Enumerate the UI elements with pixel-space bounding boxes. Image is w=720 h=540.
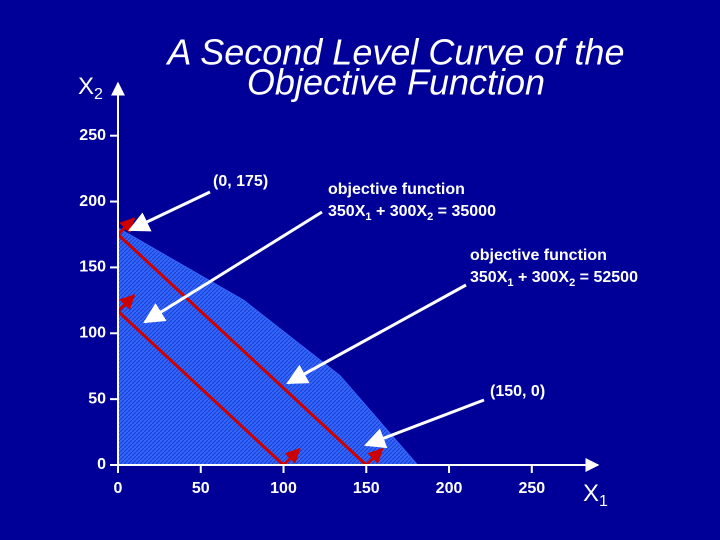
annotation-arrow bbox=[143, 210, 323, 324]
title-line: Objective Function bbox=[247, 62, 545, 103]
annotation: (0, 175) bbox=[213, 173, 268, 190]
y-tick-label: 100 bbox=[79, 324, 106, 341]
axis-label-main: X bbox=[583, 480, 599, 507]
annotation: objective function bbox=[470, 247, 607, 264]
annotation-arrow bbox=[364, 398, 485, 449]
annotation-text: objective function bbox=[328, 181, 465, 198]
axis-label: X2 bbox=[78, 73, 103, 103]
annotation: (150, 0) bbox=[490, 383, 545, 400]
annotation: objective function bbox=[328, 181, 465, 198]
x-tick-label: 200 bbox=[436, 480, 463, 497]
direction-arrow bbox=[365, 447, 384, 467]
y-tick-label: 0 bbox=[97, 456, 106, 473]
direction-arrow bbox=[116, 294, 136, 313]
y-tick-label: 250 bbox=[79, 127, 106, 144]
axis-label-sub: 2 bbox=[94, 86, 103, 103]
annotation-text: + 300X bbox=[514, 269, 570, 286]
axis-label-main: X bbox=[78, 73, 94, 100]
annotation-sub: 1 bbox=[365, 211, 371, 223]
annotation: 350X1 + 300X2 = 35000 bbox=[328, 203, 496, 223]
annotation-text: objective function bbox=[470, 247, 607, 264]
axis-label: X1 bbox=[583, 480, 608, 510]
y-tick-label: 50 bbox=[88, 390, 106, 407]
objective-line bbox=[116, 310, 285, 467]
title-line: A Second Level Curve of the bbox=[166, 32, 625, 73]
annotation-text: = 52500 bbox=[575, 269, 638, 286]
annotation-text: (150, 0) bbox=[490, 383, 545, 400]
annotation-text: 350X bbox=[328, 203, 366, 220]
x-tick-label: 0 bbox=[114, 480, 123, 497]
annotation-text: (0, 175) bbox=[213, 173, 268, 190]
objective-line bbox=[116, 233, 368, 467]
direction-arrow bbox=[282, 447, 301, 467]
x-tick-label: 50 bbox=[192, 480, 210, 497]
y-tick-label: 150 bbox=[79, 259, 106, 276]
annotation-sub: 2 bbox=[427, 211, 433, 223]
x-tick-label: 150 bbox=[353, 480, 380, 497]
annotation-text: = 35000 bbox=[433, 203, 496, 220]
axis-label-sub: 1 bbox=[599, 493, 608, 510]
x-tick-label: 100 bbox=[270, 480, 297, 497]
annotation-sub: 1 bbox=[507, 277, 513, 289]
feasible-region bbox=[117, 227, 419, 466]
y-tick-label: 200 bbox=[79, 193, 106, 210]
annotation-sub: 2 bbox=[569, 277, 575, 289]
annotation: 350X1 + 300X2 = 52500 bbox=[470, 269, 638, 289]
x-tick-label: 250 bbox=[518, 480, 545, 497]
annotation-text: 350X bbox=[470, 269, 508, 286]
annotation-text: + 300X bbox=[372, 203, 428, 220]
annotation-arrow bbox=[128, 190, 211, 232]
annotation-arrow bbox=[286, 283, 467, 385]
